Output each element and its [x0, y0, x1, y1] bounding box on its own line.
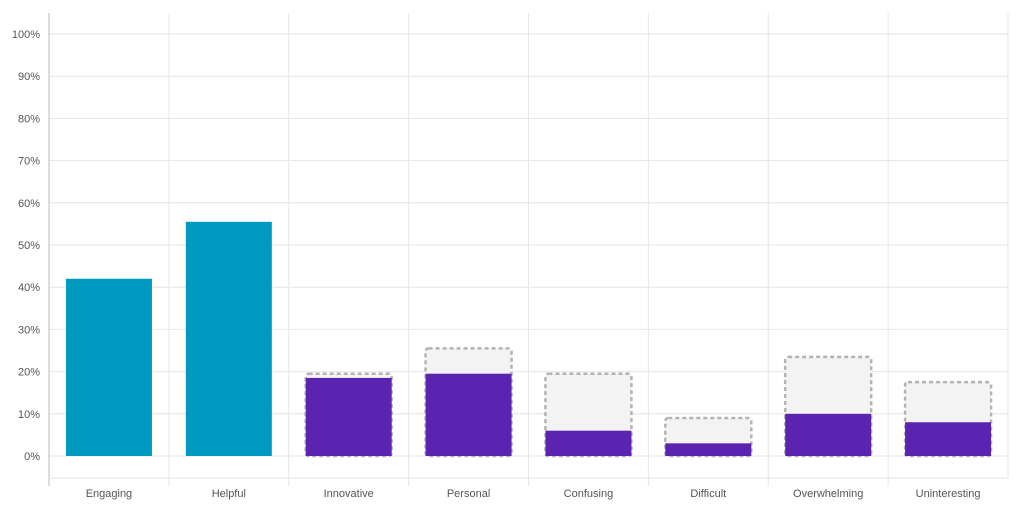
x-tick-label: Overwhelming [793, 488, 863, 500]
x-tick-label: Difficult [690, 488, 726, 500]
y-tick-label: 20% [18, 367, 40, 379]
y-tick-label: 0% [24, 451, 40, 463]
y-tick-label: 30% [18, 324, 40, 336]
bar [305, 377, 392, 456]
x-tick-label: Confusing [564, 488, 614, 500]
x-tick-label: Engaging [86, 488, 133, 500]
y-tick-label: 40% [18, 282, 40, 294]
x-tick-label: Personal [447, 488, 490, 500]
y-tick-label: 10% [18, 409, 40, 421]
bar [185, 221, 272, 456]
y-tick-label: 90% [18, 71, 40, 83]
y-tick-label: 100% [12, 29, 40, 41]
y-tick-label: 60% [18, 198, 40, 210]
y-tick-label: 80% [18, 113, 40, 125]
x-tick-label: Helpful [212, 488, 246, 500]
x-tick-label: Uninteresting [916, 488, 981, 500]
bar [665, 443, 752, 456]
bar [545, 430, 632, 456]
y-tick-label: 50% [18, 240, 40, 252]
y-tick-label: 70% [18, 156, 40, 168]
bar [785, 413, 872, 456]
x-tick-label: Innovative [324, 488, 374, 500]
bar [425, 373, 512, 456]
bar [905, 422, 992, 456]
bar [65, 278, 152, 456]
